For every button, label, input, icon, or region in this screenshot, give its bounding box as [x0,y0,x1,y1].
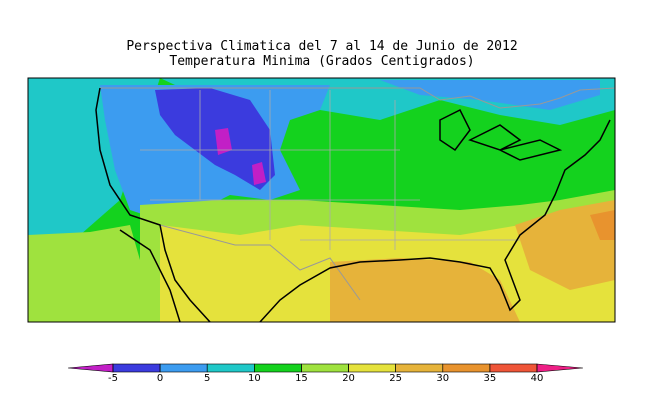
colorbar-segment [395,363,444,373]
borders [95,87,615,322]
temperature-region [515,200,615,290]
border-canada [100,87,615,109]
colorbar-segment [206,363,255,373]
temperature-region [590,210,615,240]
map-frame [27,77,616,323]
colorbar-segment [159,363,208,373]
coastline [95,87,611,322]
colorbar-high-triangle [536,363,584,373]
title: Perspectiva Climatica del 7 al 14 de Jun… [126,39,517,54]
colorbar-tick-label: 5 [204,373,210,384]
temperature-region [28,225,150,322]
colorbar-tick-label: -5 [108,373,118,384]
temperature-region [215,128,232,155]
colorbar-tick-label: 15 [295,373,308,384]
colorbar-segment [301,363,349,373]
colorbar-segment [112,363,161,373]
border-mexico [159,224,361,301]
map [28,78,615,322]
colorbar-tick-label: 20 [342,373,355,384]
temperature-region [155,88,275,190]
subtitle: Temperatura Minima (Grados Centigrados) [169,54,474,69]
colorbar-segment [489,363,538,373]
colorbar-segment [442,363,491,373]
colorbar-tick-label: 0 [157,373,163,384]
colorbar-tick-label: 10 [248,373,261,384]
colorbar-tick-label: 30 [436,373,449,384]
colorbar-segment [254,363,302,373]
temperature-region [330,258,520,322]
temperature-region [252,162,266,185]
colorbar-tick-label: 40 [531,373,544,384]
colorbar: -5 0 5 10 15 20 25 30 35 40 [67,363,584,384]
colorbar-tick-label: 25 [389,373,402,384]
state-lines [140,90,520,250]
colorbar-tick-label: 35 [484,373,497,384]
colorbar-segment [348,363,396,373]
colorbar-low-triangle [67,363,114,373]
